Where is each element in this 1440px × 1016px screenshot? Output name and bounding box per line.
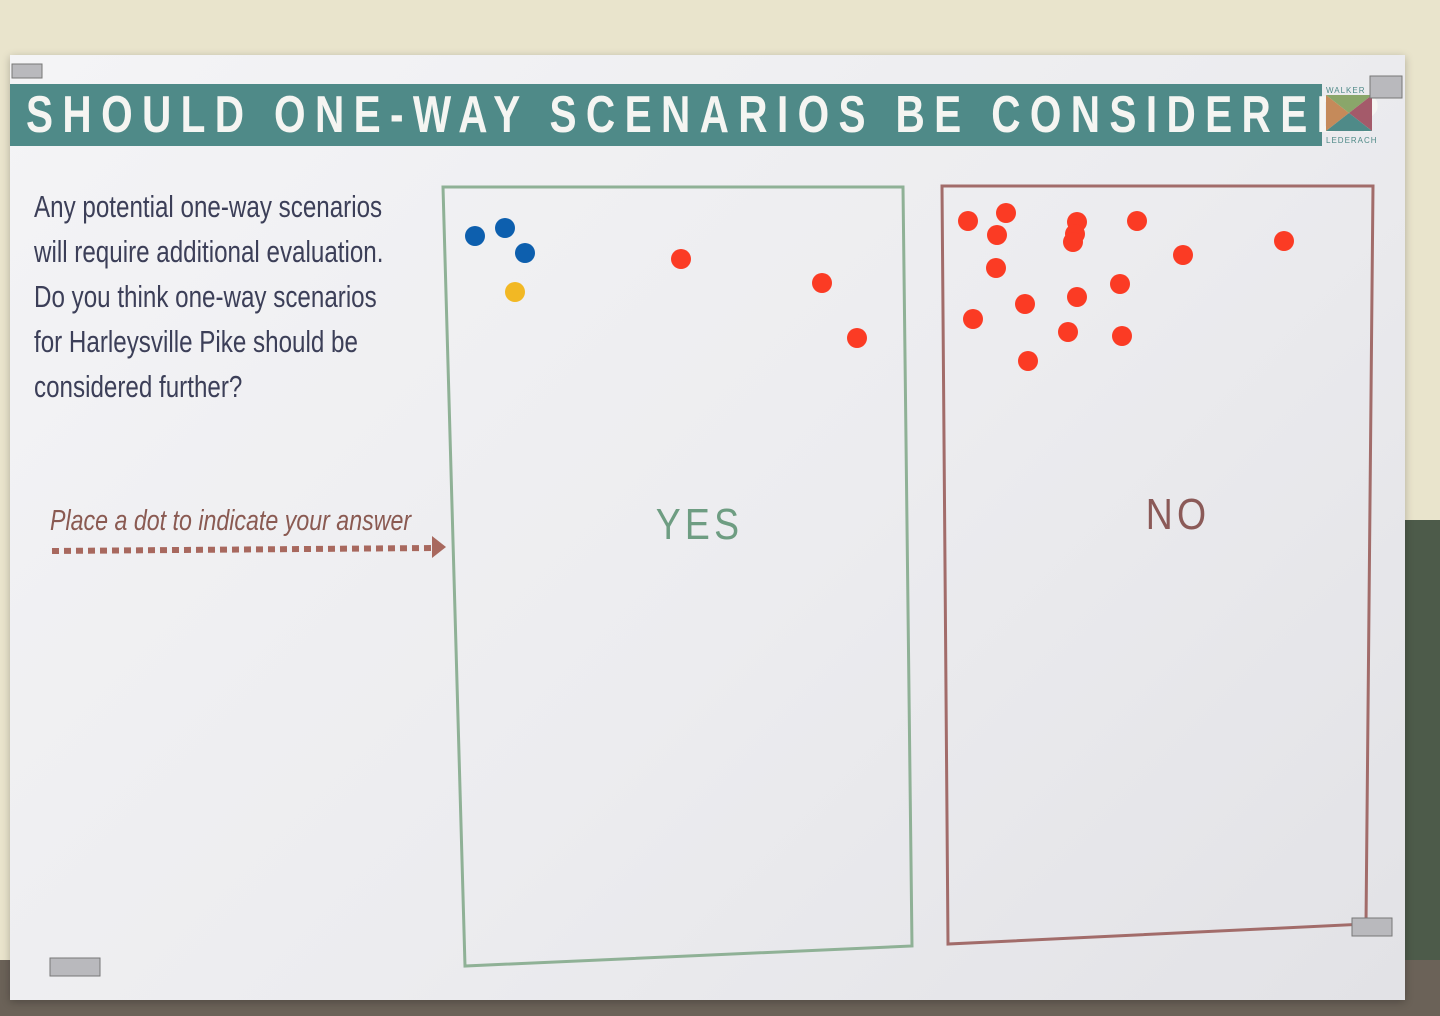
dot: [1018, 351, 1038, 371]
dot: [963, 309, 983, 329]
dot: [812, 273, 832, 293]
dot: [987, 225, 1007, 245]
dot: [495, 218, 515, 238]
dot: [515, 243, 535, 263]
clip: [12, 64, 42, 78]
yes-label: YES: [656, 500, 744, 550]
dot: [958, 211, 978, 231]
dot: [671, 249, 691, 269]
no-box: [942, 186, 1373, 944]
dots: [465, 203, 1294, 371]
dot: [1067, 287, 1087, 307]
dot: [1127, 211, 1147, 231]
dot: [1058, 322, 1078, 342]
no-label: NO: [1146, 490, 1211, 540]
dot: [465, 226, 485, 246]
clip: [1370, 76, 1402, 98]
dot: [996, 203, 1016, 223]
dot: [505, 282, 525, 302]
dot: [1112, 326, 1132, 346]
arrow-head: [432, 536, 446, 558]
clip: [50, 958, 100, 976]
dot: [1110, 274, 1130, 294]
dot: [1015, 294, 1035, 314]
dot: [1274, 231, 1294, 251]
page: {"header": {"title": "SHOULD ONE-WAY SCE…: [0, 0, 1440, 1016]
dot: [847, 328, 867, 348]
clip: [1352, 918, 1392, 936]
dot: [1063, 232, 1083, 252]
dot: [1173, 245, 1193, 265]
yes-box: [443, 187, 912, 966]
dot: [986, 258, 1006, 278]
arrow-line: [52, 548, 432, 551]
